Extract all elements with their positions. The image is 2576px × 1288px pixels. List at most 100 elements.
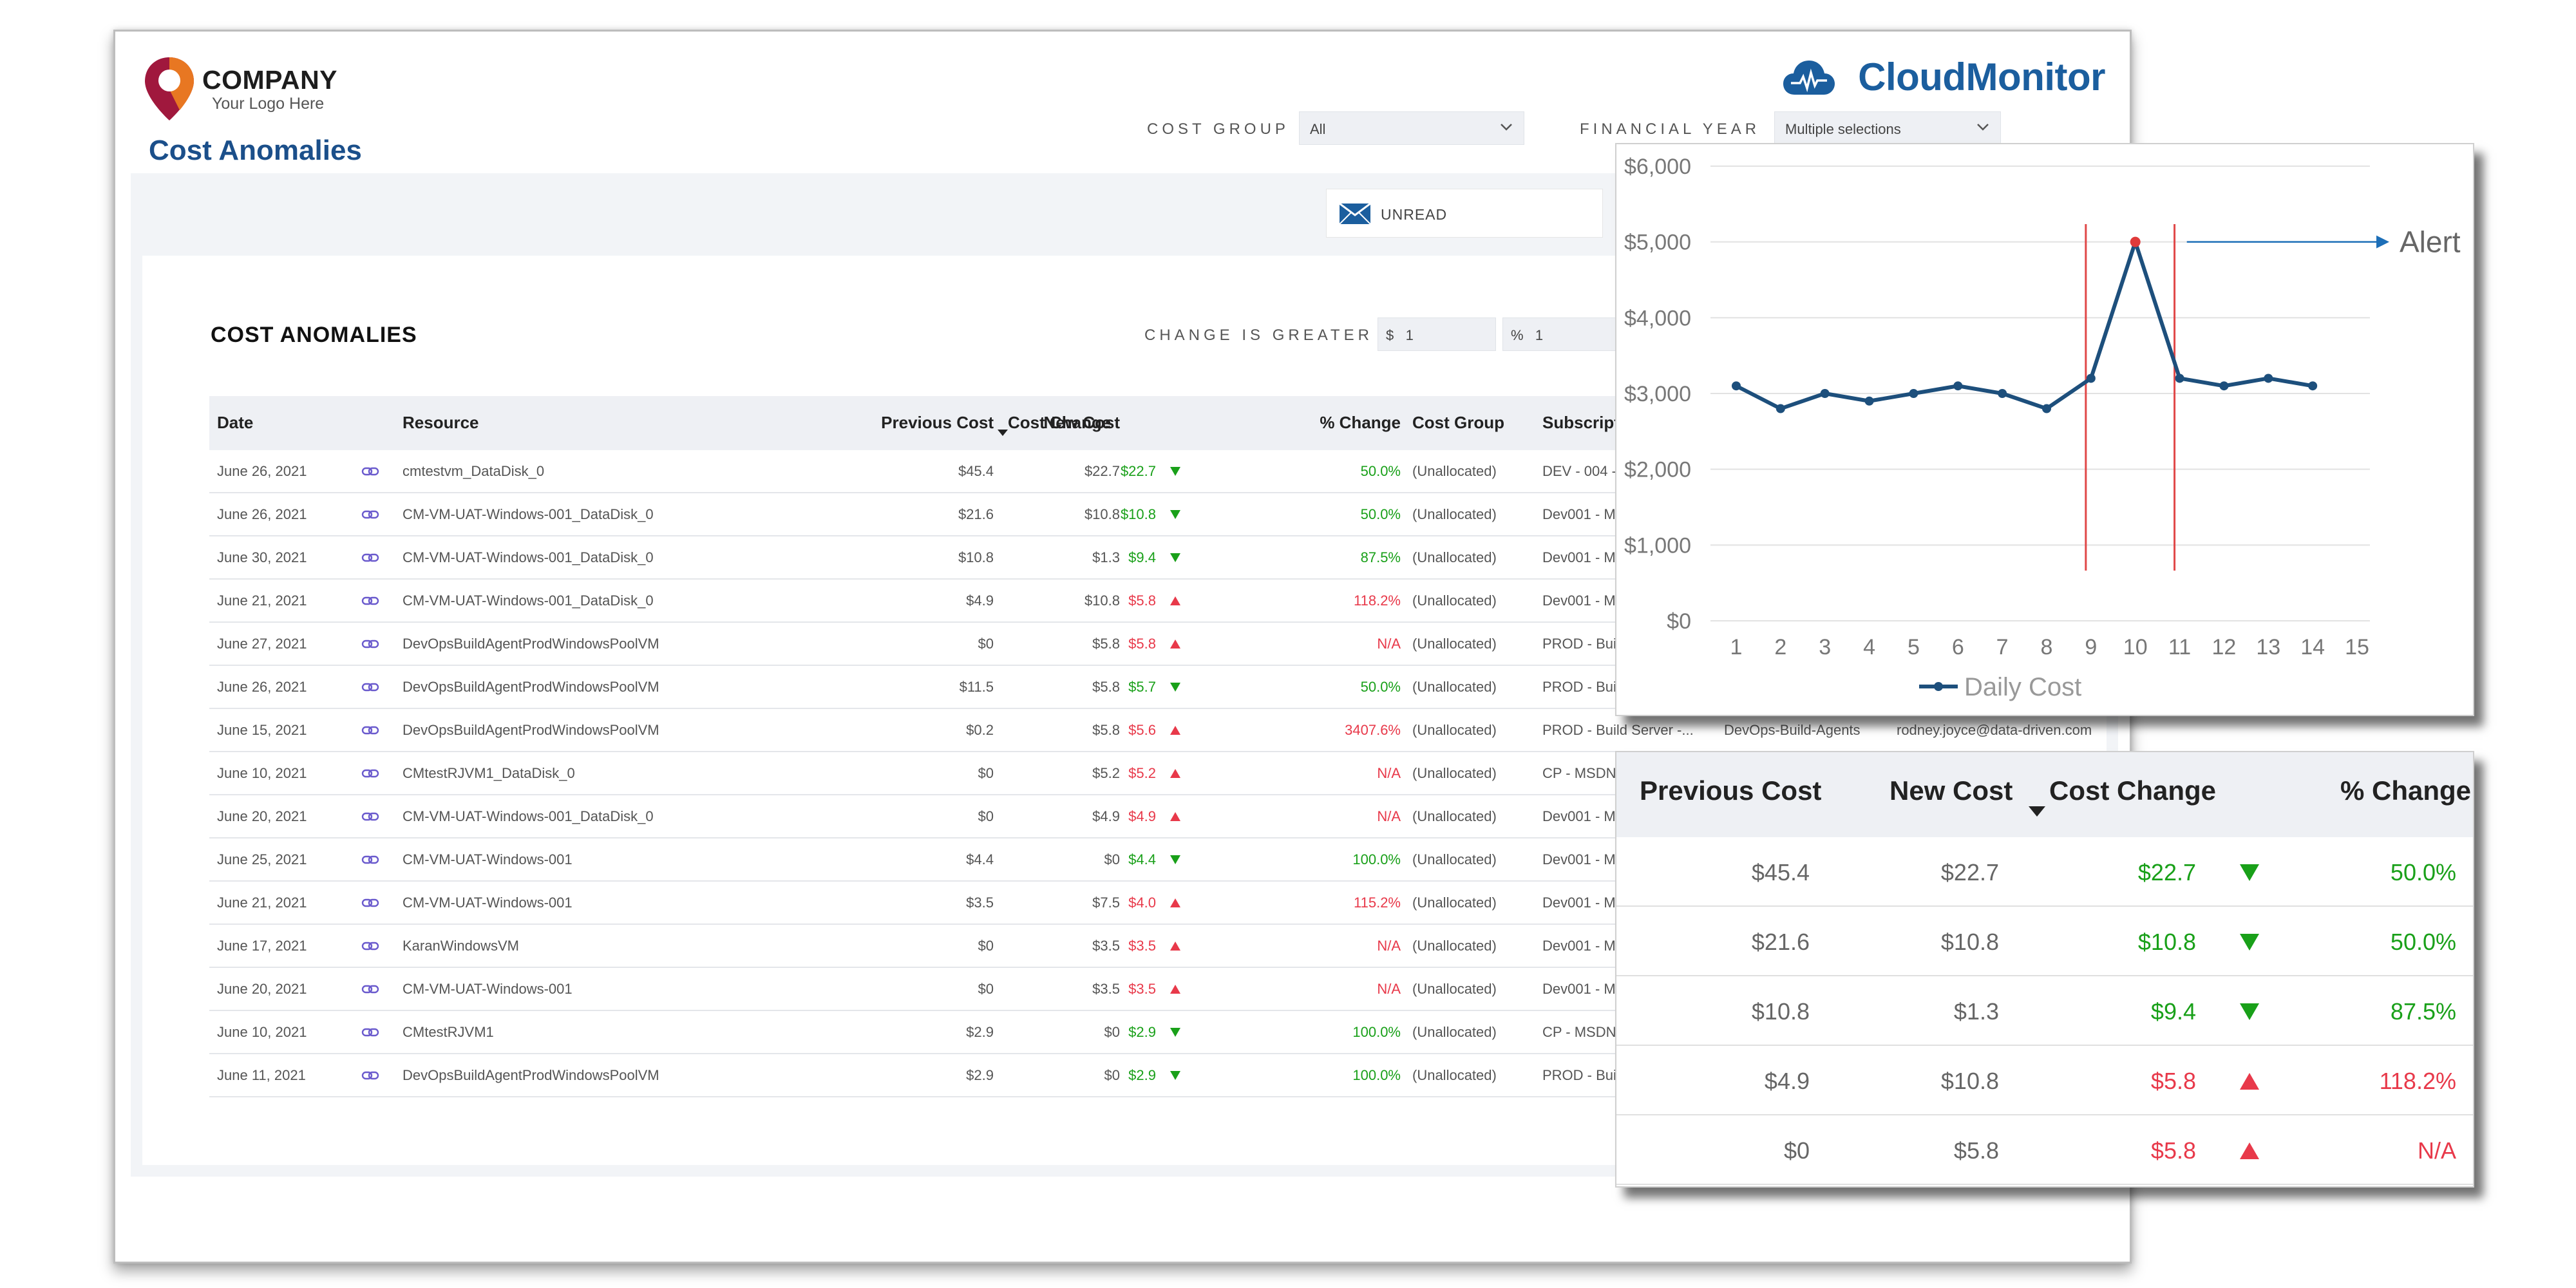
link-icon[interactable] [361, 768, 379, 779]
cell-extra-email: rodney.joyce@data-driven.com [1897, 722, 2092, 738]
zoom-table-row[interactable]: $21.6 $10.8 $10.8 50.0% [1616, 907, 2473, 976]
zoom-table-row[interactable]: $10.8 $1.3 $9.4 87.5% [1616, 976, 2473, 1046]
triangle-down-icon [1170, 683, 1180, 692]
table-row[interactable]: June 26, 2021 DevOpsBuildAgentProdWindows… [209, 666, 1948, 709]
zoom-header-previous-cost[interactable]: Previous Cost [1640, 775, 1822, 806]
link-icon[interactable] [361, 897, 379, 909]
zoom-table-row[interactable]: $0 $5.8 $5.8 N/A [1616, 1115, 2473, 1185]
data-point [2042, 404, 2051, 413]
cell-pct-change: 87.5% [1360, 549, 1401, 565]
cloud-brand-icon [1783, 61, 1835, 95]
link-icon[interactable] [361, 940, 379, 952]
header-date[interactable]: Date [217, 413, 254, 432]
link-icon[interactable] [361, 509, 379, 520]
cell-pct-change: 100.0% [1352, 851, 1401, 867]
data-point [2264, 374, 2273, 383]
data-point [2175, 374, 2184, 383]
header-resource[interactable]: Resource [402, 413, 479, 432]
link-icon[interactable] [361, 854, 379, 866]
data-point [1820, 389, 1830, 398]
zoom-header-cost-change[interactable]: Cost Change [2049, 775, 2217, 806]
cell-cost-change: $3.5 [1128, 981, 1156, 997]
link-icon[interactable] [361, 1070, 379, 1081]
link-icon[interactable] [361, 724, 379, 736]
x-tick-label: 4 [1863, 635, 1875, 659]
y-tick-label: $4,000 [1624, 306, 1691, 330]
table-row[interactable]: June 15, 2021 DevOpsBuildAgentProdWindows… [209, 709, 2092, 752]
data-point [1732, 381, 1741, 391]
zoom-table-header: Previous Cost New Cost Cost Change % Cha… [1616, 752, 2473, 837]
link-icon[interactable] [361, 983, 379, 995]
table-row[interactable]: June 21, 2021 CM-VM-UAT-Windows-001 $3.5 $7… [209, 882, 1948, 925]
header-cost-change[interactable]: Cost Change [1008, 413, 1112, 432]
cell-previous-cost: $21.6 [958, 506, 994, 522]
header-pct-change[interactable]: % Change [1320, 413, 1401, 432]
change-dollar-input[interactable]: $ 1 [1378, 317, 1496, 351]
header-previous-cost[interactable]: Previous Cost [881, 413, 994, 432]
data-point [1909, 389, 1918, 398]
cell-previous-cost: $3.5 [966, 895, 994, 911]
cell-date: June 11, 2021 [217, 1067, 306, 1083]
table-row[interactable]: June 20, 2021 CM-VM-UAT-Windows-001_DataD… [209, 795, 1948, 838]
dollar-symbol: $ [1386, 327, 1394, 343]
cell-new-cost: $3.5 [1092, 938, 1120, 954]
cell-date: June 10, 2021 [217, 1024, 307, 1040]
sort-arrow-icon[interactable] [2029, 806, 2045, 817]
cell-cost-group: (Unallocated) [1412, 851, 1497, 867]
cell-cost-change: $9.4 [1128, 549, 1156, 565]
cell-date: June 10, 2021 [217, 765, 307, 781]
table-row[interactable]: June 30, 2021 CM-VM-UAT-Windows-001_DataD… [209, 536, 1948, 580]
zoom-cell-cost-change: $22.7 [2137, 859, 2196, 886]
brand-name: CloudMonitor [1858, 55, 2105, 99]
table-row[interactable]: June 10, 2021 CMtestRJVM1 $2.9 $0 $2.9 100.0%… [209, 1011, 1948, 1054]
header-new-cost[interactable]: New Cost [1043, 413, 1120, 432]
change-percent-input[interactable]: % 1 [1502, 317, 1625, 351]
unread-filter-button[interactable]: UNREAD [1326, 189, 1603, 238]
cell-date: June 20, 2021 [217, 808, 307, 824]
zoom-table-row[interactable]: $4.9 $10.8 $5.8 118.2% [1616, 1046, 2473, 1115]
cell-new-cost: $5.8 [1092, 636, 1120, 652]
table-row[interactable]: June 21, 2021 CM-VM-UAT-Windows-001_DataD… [209, 580, 1948, 623]
cell-previous-cost: $0 [978, 938, 994, 954]
financial-year-dropdown[interactable]: Multiple selections [1774, 111, 2001, 145]
link-icon[interactable] [361, 1027, 379, 1038]
link-icon[interactable] [361, 552, 379, 564]
cell-pct-change: 118.2% [1354, 592, 1401, 609]
cell-pct-change: 115.2% [1354, 895, 1401, 911]
triangle-up-icon [1170, 898, 1180, 907]
link-icon[interactable] [361, 638, 379, 650]
change-filter-label: CHANGE IS GREATER [1144, 327, 1373, 344]
cell-cost-group: (Unallocated) [1412, 592, 1497, 609]
cell-resource: CM-VM-UAT-Windows-001 [402, 981, 573, 997]
header-cost-group[interactable]: Cost Group [1412, 413, 1504, 432]
chevron-down-icon [1977, 124, 1989, 131]
cell-previous-cost: $45.4 [958, 463, 994, 479]
company-logo-icon [145, 57, 194, 120]
triangle-down-icon [1170, 510, 1180, 519]
table-row[interactable]: June 27, 2021 DevOpsBuildAgentProdWindows… [209, 623, 1948, 666]
cell-resource: CMtestRJVM1 [402, 1024, 494, 1040]
cell-cost-group: (Unallocated) [1412, 808, 1497, 824]
table-row[interactable]: June 10, 2021 CMtestRJVM1_DataDisk_0 $0 $5.… [209, 752, 1948, 795]
zoom-header-pct-change[interactable]: % Change [2340, 775, 2472, 806]
highlight-point [2130, 236, 2141, 247]
sort-arrow-icon[interactable] [998, 430, 1008, 436]
triangle-down-icon [1170, 467, 1180, 476]
data-point [2086, 374, 2096, 383]
cell-cost-group: (Unallocated) [1412, 463, 1497, 479]
x-tick-label: 13 [2256, 635, 2280, 659]
link-icon[interactable] [361, 811, 379, 822]
triangle-down-icon [1170, 855, 1180, 864]
link-icon[interactable] [361, 466, 379, 477]
cost-group-dropdown[interactable]: All [1299, 111, 1524, 145]
link-icon[interactable] [361, 595, 379, 607]
zoom-header-new-cost[interactable]: New Cost [1889, 775, 2013, 806]
link-icon[interactable] [361, 681, 379, 693]
zoom-table-row[interactable]: $45.4 $22.7 $22.7 50.0% [1616, 837, 2473, 907]
x-tick-label: 7 [1996, 635, 2009, 659]
data-point [2308, 381, 2318, 391]
company-tagline: Your Logo Here [212, 95, 325, 113]
table-row[interactable]: June 25, 2021 CM-VM-UAT-Windows-001 $4.4 $0… [209, 838, 1948, 882]
cell-pct-change: N/A [1377, 765, 1401, 781]
dollar-value: 1 [1405, 327, 1414, 343]
